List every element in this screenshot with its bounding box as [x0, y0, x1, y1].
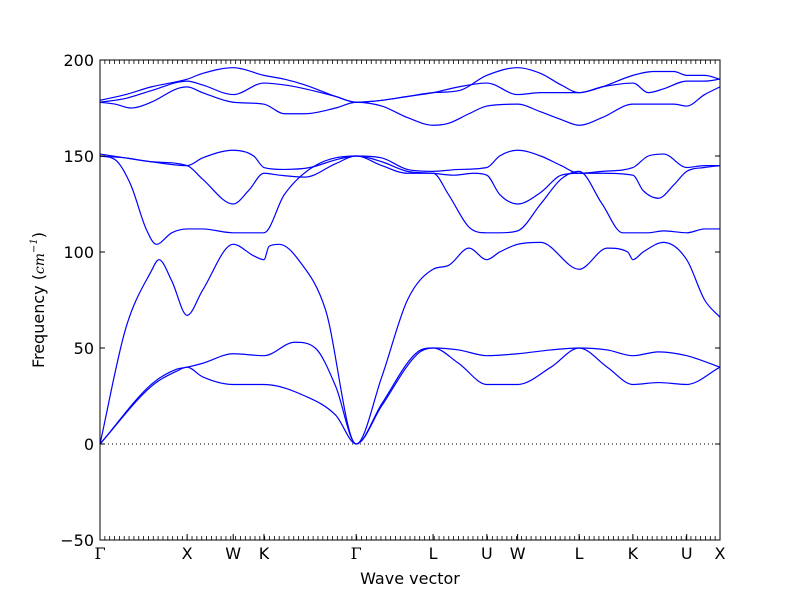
- band-line-5: [99, 155, 721, 205]
- y-tick-label: 0: [84, 435, 94, 454]
- x-tick-label: Γ: [94, 544, 105, 563]
- plot-frame: [99, 59, 721, 541]
- band-line-8: [99, 78, 721, 103]
- band-line-2: [99, 341, 721, 445]
- x-tick-label: K: [259, 544, 270, 563]
- x-tick-label: L: [429, 544, 438, 563]
- band-line-4: [99, 155, 720, 245]
- y-axis-label-exponent: −1: [29, 238, 40, 253]
- x-tick-label: U: [481, 544, 493, 563]
- band-line-3: [99, 241, 721, 445]
- tick-layer: [99, 59, 721, 541]
- y-tick-label: −50: [60, 531, 94, 550]
- x-tick-label: U: [681, 544, 693, 563]
- y-axis-label: Frequency (cm−1): [29, 232, 48, 368]
- band-line-7: [99, 86, 721, 126]
- band-line-9: [99, 67, 721, 103]
- x-tick-label: K: [628, 544, 639, 563]
- x-tick-label: X: [182, 544, 193, 563]
- y-axis-label-suffix: ): [29, 232, 48, 238]
- x-axis-label: Wave vector: [360, 569, 460, 588]
- y-axis-label-prefix: Frequency (: [29, 274, 48, 368]
- y-tick-label: 200: [63, 51, 94, 70]
- svg-text:Frequency (cm−1): Frequency (cm−1): [29, 232, 48, 368]
- x-tick-label: W: [225, 544, 241, 563]
- x-tick-label: Γ: [351, 544, 362, 563]
- series-layer: [99, 67, 721, 445]
- x-tick-label: X: [715, 544, 726, 563]
- y-tick-label: 100: [63, 243, 94, 262]
- band-line-1: [99, 347, 721, 445]
- y-tick-label: 150: [63, 147, 94, 166]
- band-line-6: [99, 149, 720, 174]
- y-tick-label: 50: [74, 339, 94, 358]
- y-axis-label-unit: cm: [32, 253, 48, 274]
- x-tick-label: W: [510, 544, 526, 563]
- x-tick-label: L: [575, 544, 584, 563]
